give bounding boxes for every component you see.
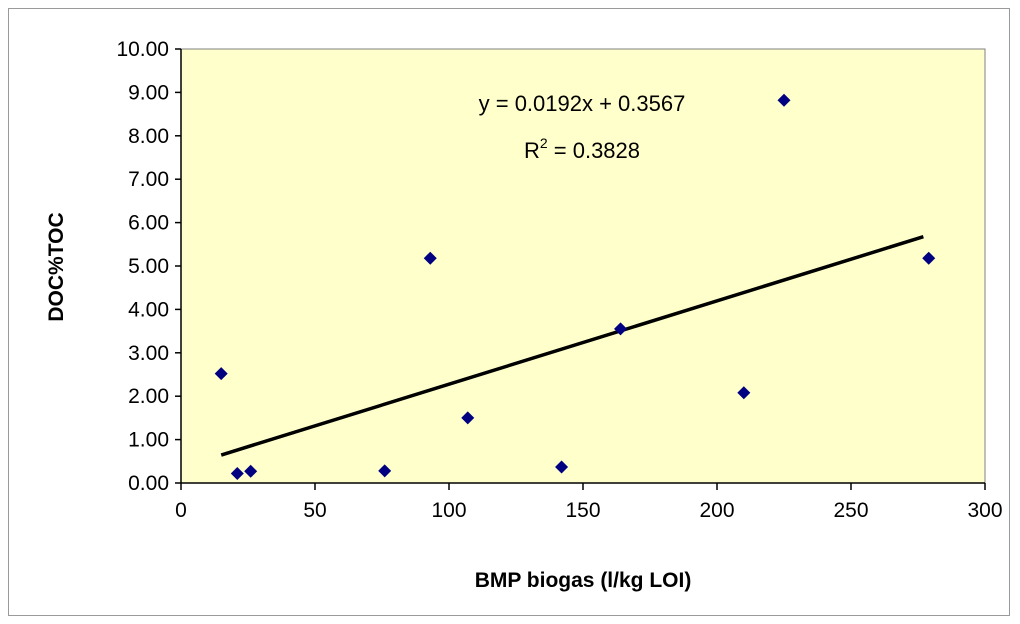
r-squared-label: R2 = 0.3828	[524, 135, 640, 163]
y-tick-label: 2.00	[128, 385, 169, 408]
data-point	[214, 367, 228, 381]
x-tick-label: 100	[431, 499, 466, 522]
trendline-equation: y = 0.0192x + 0.3567	[479, 91, 686, 116]
y-axis-title: DOC%TOC	[45, 212, 68, 321]
data-point	[555, 460, 569, 474]
data-point	[614, 322, 628, 336]
y-tick-label: 3.00	[128, 342, 169, 365]
data-point	[922, 251, 936, 265]
x-tick-label: 150	[565, 499, 600, 522]
x-axis-title: BMP biogas (l/kg LOI)	[475, 569, 692, 592]
data-point	[737, 386, 751, 400]
data-point	[230, 466, 244, 480]
y-tick-label: 0.00	[128, 472, 169, 495]
x-tick-label: 300	[967, 499, 1002, 522]
r-squared-symbol: R	[524, 138, 540, 163]
y-tick-label: 9.00	[128, 81, 169, 104]
y-axis: 0.00 1.00 2.00 3.00 4.00 5.00 6.00 7.00 8.00 9.00…	[116, 38, 182, 495]
y-tick-label: 1.00	[128, 429, 169, 452]
x-tick-label: 50	[303, 499, 326, 522]
r-squared-value: = 0.3828	[548, 138, 640, 163]
trendline	[220, 235, 924, 457]
x-axis: 0 50 100 150 200 250 300	[175, 482, 1003, 522]
y-tick-label: 5.00	[128, 255, 169, 278]
data-point	[423, 251, 437, 265]
y-tick-label: 6.00	[128, 212, 169, 235]
data-point	[244, 464, 258, 478]
r-squared-superscript: 2	[540, 135, 548, 151]
data-point	[378, 464, 392, 478]
x-tick-label: 0	[175, 499, 187, 522]
x-tick-label: 200	[699, 499, 734, 522]
y-tick-label: 10.00	[116, 38, 169, 61]
x-tick-label: 250	[833, 499, 868, 522]
y-tick-label: 4.00	[128, 298, 169, 321]
data-points	[214, 93, 936, 480]
data-point	[461, 411, 475, 425]
data-point	[777, 93, 791, 107]
plot-area	[180, 48, 986, 484]
y-tick-label: 8.00	[128, 125, 169, 148]
y-tick-label: 7.00	[128, 168, 169, 191]
